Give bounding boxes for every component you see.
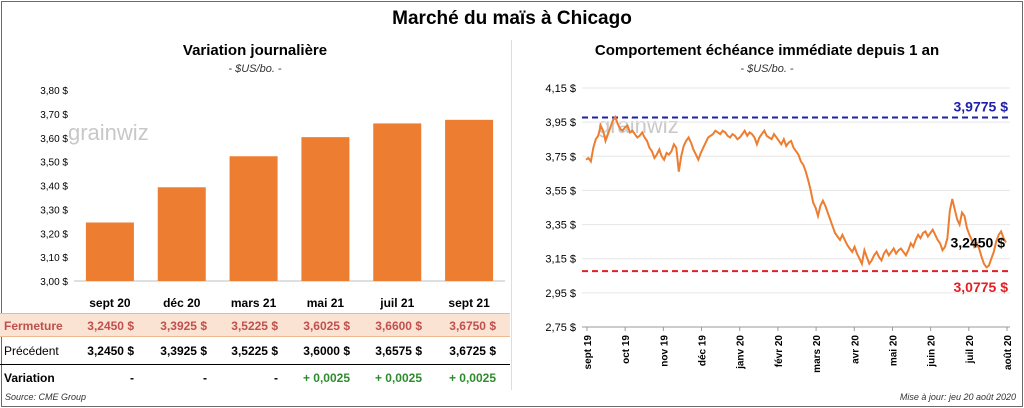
prev-row: Précédent 3,2450 $ 3,3925 $ 3,5225 $ 3,6…	[0, 339, 510, 363]
bar	[157, 187, 206, 281]
x-tick-label: juin 20	[927, 335, 938, 368]
prev-cell: 3,3925 $	[160, 344, 207, 358]
source-note: Source: CME Group	[5, 392, 87, 402]
y-tick-label: 3,15 $	[545, 254, 576, 266]
x-tick-label: avr 20	[850, 335, 861, 364]
var-cell: + 0,0025	[448, 371, 496, 385]
x-tick-label: sept 19	[583, 335, 594, 370]
x-tick-label: oct 19	[621, 335, 632, 364]
y-tick-label: 3,30 $	[40, 205, 68, 216]
y-tick-label: 3,50 $	[40, 158, 68, 169]
bar	[301, 137, 350, 281]
panel-divider	[511, 40, 512, 390]
var-row: Variation - - - + 0,0025 + 0,0025 + 0,00…	[0, 366, 510, 390]
x-tick-label: févr 20	[774, 335, 785, 368]
resistance-label: 3,9775 $	[954, 98, 1009, 114]
bar-chart-unit: - $US/bo. -	[228, 63, 282, 75]
x-tick-label: juil 20	[965, 335, 976, 365]
close-cell: 3,6750 $	[449, 319, 496, 333]
y-tick-label: 3,75 $	[545, 151, 576, 163]
close-cell: 3,6025 $	[303, 319, 350, 333]
watermark-text: grainwiz	[68, 120, 149, 145]
close-row-label: Fermeture	[4, 319, 63, 333]
y-tick-label: 3,35 $	[545, 220, 576, 232]
y-tick-label: 3,70 $	[40, 110, 68, 121]
y-tick-label: 3,20 $	[40, 229, 68, 240]
bar-chart-title: Variation journalière	[182, 42, 328, 59]
prev-cell: 3,2450 $	[87, 344, 134, 358]
y-tick-label: 3,80 $	[40, 86, 68, 97]
var-cell: -	[130, 371, 134, 385]
bar-chart: grainwiz 3,00 $ 3,10 $ 3,20 $ 3,30 $ 3,40 $ 3,…	[40, 86, 505, 310]
close-cell: 3,2450 $	[87, 319, 134, 333]
x-tick-label: mars 20	[812, 335, 823, 373]
var-cell: -	[203, 371, 207, 385]
bar	[445, 119, 494, 281]
prev-row-label: Précédent	[4, 344, 59, 358]
prev-cell: 3,6000 $	[303, 344, 350, 358]
y-tick-label: 2,75 $	[545, 322, 576, 334]
y-tick-label: 3,10 $	[40, 253, 68, 264]
prev-cell: 3,6725 $	[449, 344, 496, 358]
x-tick-label: déc 19	[698, 335, 709, 367]
table-divider	[0, 364, 510, 365]
x-tick-label: mai 21	[307, 296, 345, 310]
x-tick-label: nov 19	[659, 335, 670, 367]
y-tick-label: 2,95 $	[545, 288, 576, 300]
page-title: Marché du maïs à Chicago	[392, 8, 632, 29]
bar	[373, 123, 422, 281]
y-tick-label: 4,15 $	[545, 83, 576, 95]
y-tick-label: 3,55 $	[545, 185, 576, 197]
x-tick-label: déc 20	[163, 296, 201, 310]
y-tick-label: 3,00 $	[40, 277, 68, 288]
price-series-line	[585, 114, 1007, 269]
line-chart-unit: - $US/bo. -	[740, 63, 794, 75]
line-chart-title: Comportement échéance immédiate depuis 1…	[594, 42, 940, 59]
last-price-label: 3,2450 $	[951, 234, 1006, 250]
close-row: Fermeture 3,2450 $ 3,3925 $ 3,5225 $ 3,6…	[0, 313, 510, 337]
y-tick-label: 3,60 $	[40, 134, 68, 145]
x-tick-label: mai 20	[888, 335, 899, 367]
close-cell: 3,6600 $	[375, 319, 422, 333]
support-label: 3,0775 $	[954, 279, 1009, 295]
close-cell: 3,3925 $	[160, 319, 207, 333]
y-tick-label: 3,95 $	[545, 117, 576, 129]
var-cell: + 0,0025	[302, 371, 350, 385]
bar	[85, 222, 134, 281]
update-note: Mise à jour: jeu 20 août 2020	[899, 392, 1016, 402]
close-cell: 3,5225 $	[231, 319, 278, 333]
var-row-label: Variation	[4, 371, 55, 385]
var-cell: -	[274, 371, 278, 385]
x-tick-label: sept 20	[89, 296, 131, 310]
bar	[229, 156, 278, 281]
var-cell: + 0,0025	[374, 371, 422, 385]
x-tick-label: août 20	[1003, 335, 1014, 370]
x-tick-label: juil 21	[379, 296, 414, 310]
x-tick-label: sept 21	[448, 296, 490, 310]
prev-cell: 3,6575 $	[375, 344, 422, 358]
x-tick-label: mars 21	[231, 296, 277, 310]
prev-cell: 3,5225 $	[231, 344, 278, 358]
x-tick-label: janv 20	[736, 335, 747, 370]
y-tick-label: 3,40 $	[40, 182, 68, 193]
